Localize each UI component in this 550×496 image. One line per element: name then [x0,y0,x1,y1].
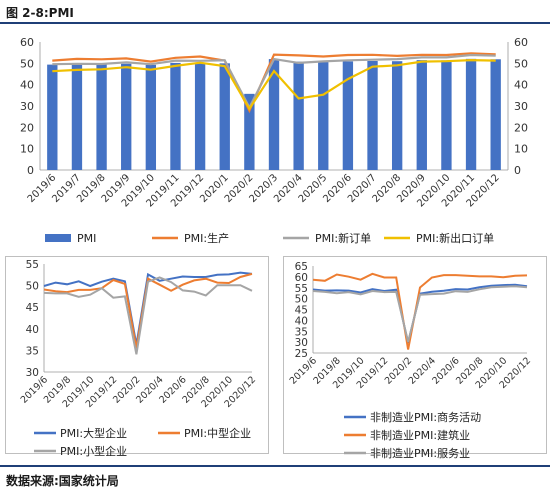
size-legend-label: PMI:大型企业 [60,426,127,440]
main-ytick-right-label: 40 [514,79,528,92]
nonmfg-legend-label: 非制造业PMI:服务业 [370,446,470,460]
main-ytick-right-label: 50 [514,57,528,70]
main-bar [391,61,403,171]
nonmfg-legend-label: 非制造业PMI:建筑业 [370,428,470,442]
main-legend-label: PMI:新出口订单 [416,231,494,245]
main-ytick-label: 0 [27,164,34,177]
main-ytick-right-label: 0 [514,164,521,177]
main-ytick-label: 50 [20,57,34,70]
main-ytick-right-label: 10 [514,143,528,156]
main-ytick-right-label: 30 [514,100,528,113]
main-bar [416,60,427,171]
main-legend-swatch [45,234,71,242]
main-bar [342,61,354,171]
size-line-series [43,271,253,345]
nonmfg-ytick-label: 30 [295,337,308,349]
main-bar [71,63,83,171]
nonmfg-ytick-label: 55 [295,283,308,295]
main-bar [268,59,280,170]
main-legend-label: PMI:新订单 [315,231,371,245]
main-bar [145,64,157,170]
main-ytick-label: 20 [20,121,34,134]
size-ytick-label: 50 [26,281,39,293]
nonmfg-line-series [312,285,528,343]
main-bar [293,61,304,171]
size-ytick-label: 35 [26,345,39,357]
figure-source: 数据来源:国家统计局 [6,474,119,488]
size-ytick-label: 45 [26,302,39,314]
nonmfg-ytick-label: 50 [295,294,308,306]
main-bar [465,58,477,170]
size-ytick-label: 55 [26,259,39,271]
top-rule [0,22,550,24]
figure-title: 图 2-8:PMI [6,6,74,20]
size-ytick-label: 30 [26,367,39,379]
nonmfg-ytick-label: 35 [295,326,308,338]
nonmfg-legend-label: 非制造业PMI:商务活动 [370,410,481,424]
size-chart: 3035404550552019/62019/82019/102019/1220… [19,259,258,458]
main-ytick-right-label: 60 [514,36,528,49]
nonmfg-chart: 2530354045505560652019/62019/82019/10201… [288,261,533,460]
bottom-rule [0,465,550,467]
main-bar [194,62,206,171]
main-ytick-label: 60 [20,36,34,49]
main-ytick-right-label: 20 [514,121,528,134]
size-line-series [43,276,253,355]
main-bar [490,59,501,170]
nonmfg-line-series [312,283,528,344]
main-bar [367,60,378,171]
size-panel-frame [5,256,269,454]
size-line-series [43,272,253,349]
size-legend-label: PMI:中型企业 [184,426,251,440]
main-bar [441,60,452,171]
main-ytick-label: 40 [20,79,34,92]
nonmfg-ytick-label: 45 [295,305,308,317]
main-legend-label: PMI:生产 [184,231,229,245]
main-bar [244,93,255,170]
nonmfg-panel-frame [283,256,547,454]
main-line-series [52,52,496,114]
main-legend-label: PMI [77,232,96,245]
main-ytick-label: 30 [20,100,34,113]
nonmfg-ytick-label: 40 [295,315,308,327]
nonmfg-ytick-label: 65 [295,261,308,273]
main-chart: 010203040506001020304050602019/62019/720… [20,36,528,245]
main-ytick-label: 10 [20,143,34,156]
main-line-series [52,58,496,111]
main-line-series [52,53,496,110]
main-bar [121,63,132,171]
size-ytick-label: 40 [26,324,39,336]
main-bar [318,62,329,171]
main-bar [47,64,58,170]
nonmfg-ytick-label: 25 [295,348,308,360]
size-legend-label: PMI:小型企业 [60,444,127,458]
main-bar [170,62,181,171]
main-bar [96,64,107,170]
nonmfg-ytick-label: 60 [295,272,308,284]
nonmfg-line-series [312,272,528,350]
main-bar [219,63,230,171]
